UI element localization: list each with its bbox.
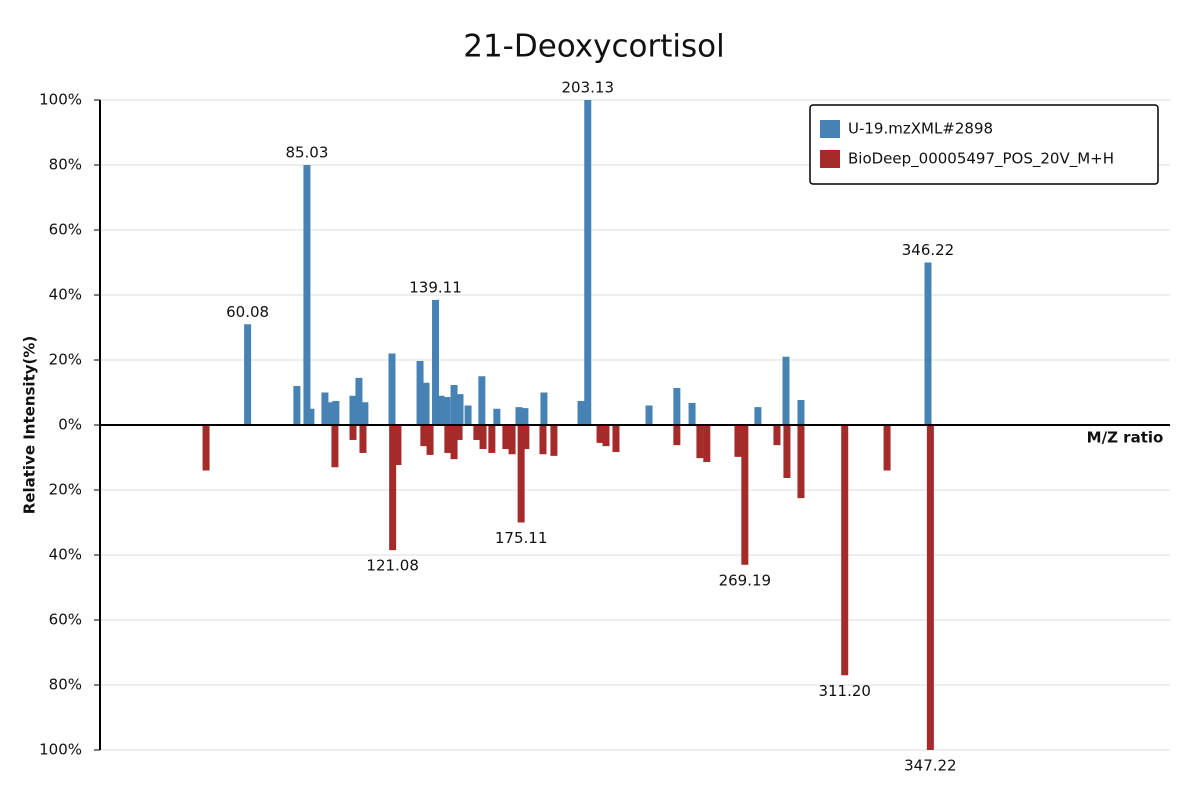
- peak-label: 139.11: [409, 278, 462, 296]
- legend-swatch: [820, 120, 840, 138]
- bar: [734, 425, 742, 457]
- bar: [202, 425, 210, 471]
- bar: [355, 377, 363, 425]
- bar: [926, 425, 934, 750]
- bar: [359, 425, 367, 453]
- y-tick-label: 100%: [39, 741, 82, 759]
- bar: [612, 425, 620, 452]
- y-tick-label: 60%: [49, 221, 82, 239]
- peak-label: 60.08: [226, 303, 269, 321]
- bar: [455, 425, 463, 440]
- bar: [293, 386, 301, 425]
- bar: [703, 425, 711, 463]
- bar: [394, 425, 402, 465]
- bar: [602, 425, 610, 447]
- bar: [349, 395, 357, 425]
- bar: [754, 407, 762, 425]
- x-axis-label: M/Z ratio: [1087, 429, 1164, 447]
- bar: [473, 425, 481, 440]
- bar: [596, 425, 604, 443]
- peak-label: 85.03: [285, 144, 328, 162]
- peak-label: 346.22: [902, 241, 955, 259]
- y-tick-label: 40%: [49, 286, 82, 304]
- legend-label: U-19.mzXML#2898: [848, 120, 993, 138]
- bar: [464, 405, 472, 425]
- bar: [326, 402, 334, 425]
- bar: [508, 425, 516, 455]
- y-tick-label: 100%: [39, 91, 82, 109]
- y-tick-label: 80%: [49, 156, 82, 174]
- y-tick-label: 20%: [49, 351, 82, 369]
- bar: [420, 425, 428, 447]
- bar: [782, 356, 790, 425]
- bar: [244, 324, 252, 425]
- peak-label: 269.19: [719, 571, 772, 589]
- peak-label: 347.22: [904, 757, 957, 775]
- bar: [307, 408, 315, 425]
- y-tick-label: 0%: [58, 416, 82, 434]
- peak-label: 311.20: [818, 682, 871, 700]
- bar: [522, 425, 530, 450]
- bar: [773, 425, 781, 446]
- bar: [521, 408, 529, 425]
- bar: [673, 387, 681, 425]
- bar: [540, 392, 548, 425]
- bar: [696, 425, 704, 459]
- bar: [673, 425, 681, 446]
- y-tick-label: 60%: [49, 611, 82, 629]
- bar: [645, 405, 653, 425]
- bar: [515, 407, 523, 425]
- peak-label: 121.08: [366, 557, 419, 575]
- bar: [456, 394, 464, 425]
- bar: [577, 400, 585, 425]
- bar: [783, 425, 791, 478]
- bar: [416, 360, 424, 425]
- legend-label: BioDeep_00005497_POS_20V_M+H: [848, 150, 1114, 169]
- bar: [550, 425, 558, 456]
- peak-label: 203.13: [562, 79, 615, 97]
- bar: [444, 425, 452, 453]
- bar: [797, 425, 805, 499]
- bar: [479, 425, 487, 450]
- bar: [797, 399, 805, 425]
- bar: [437, 395, 445, 425]
- bar: [688, 402, 696, 425]
- bar: [450, 425, 458, 460]
- y-tick-label: 40%: [49, 546, 82, 564]
- bar: [493, 408, 501, 425]
- bar: [389, 425, 397, 551]
- bar: [443, 397, 451, 425]
- bar: [584, 100, 592, 425]
- y-axis-label: Relative Intensity(%): [21, 336, 39, 515]
- bar: [741, 425, 749, 565]
- bar: [450, 385, 458, 425]
- bar: [426, 425, 434, 455]
- bar: [321, 392, 329, 425]
- bar: [303, 165, 311, 425]
- bar: [883, 425, 891, 471]
- bar: [924, 262, 932, 425]
- bar: [488, 425, 496, 453]
- bar: [478, 376, 486, 425]
- legend-swatch: [820, 150, 840, 168]
- bar: [432, 299, 440, 425]
- bar: [388, 353, 396, 425]
- bar: [361, 402, 369, 425]
- bar: [331, 425, 339, 468]
- peak-label: 175.11: [495, 529, 548, 547]
- bar: [502, 425, 510, 450]
- y-tick-label: 20%: [49, 481, 82, 499]
- bar: [841, 425, 849, 676]
- y-tick-label: 80%: [49, 676, 82, 694]
- bar: [422, 382, 430, 425]
- chart-title: 21-Deoxycortisol: [463, 29, 725, 65]
- bar: [539, 425, 547, 455]
- bar: [349, 425, 357, 440]
- bar: [517, 425, 525, 523]
- legend-box: [809, 104, 1159, 185]
- bar: [332, 400, 340, 425]
